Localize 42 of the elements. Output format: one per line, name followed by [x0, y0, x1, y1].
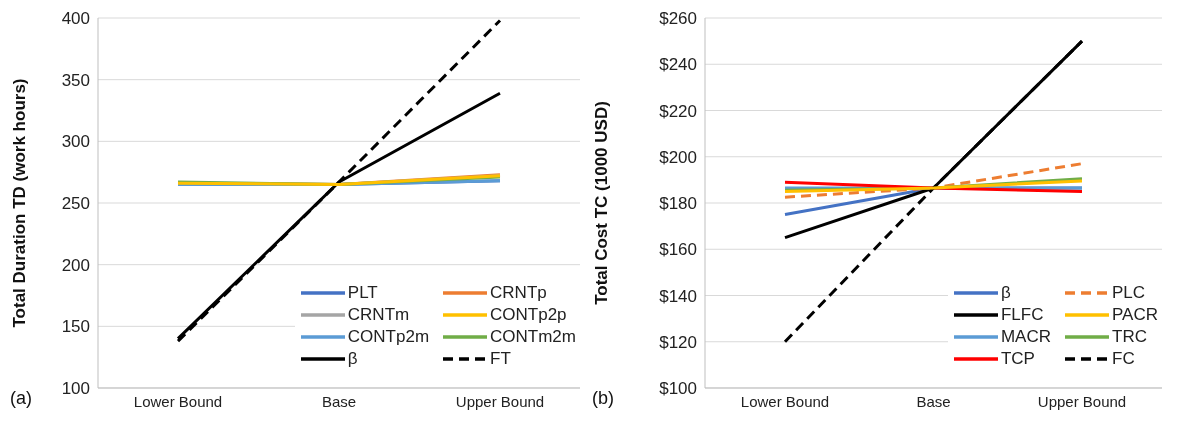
y-tick-label: $200	[659, 147, 697, 167]
x-tick-label: Upper Bound	[455, 392, 545, 410]
legend-label: CONTp2p	[490, 305, 567, 325]
y-axis-title: Total Cost TC (1000 USD)	[592, 101, 612, 305]
y-tick-label: $120	[659, 332, 697, 352]
legend-label: PACR	[1112, 305, 1158, 325]
legend-label: β	[347, 349, 358, 369]
y-tick-label: $160	[659, 240, 697, 260]
x-tick-label: Base	[321, 392, 357, 410]
legend-label: CONTp2m	[347, 327, 430, 347]
y-tick-label: 150	[61, 317, 90, 337]
legend-label: PLC	[1112, 283, 1146, 303]
x-tick-label: Lower Bound	[133, 392, 223, 410]
y-tick-label: $140	[659, 286, 697, 306]
y-tick-label: $240	[659, 55, 697, 75]
legend-label: FT	[490, 349, 511, 369]
y-tick-label: $220	[659, 101, 697, 121]
legend-label: CRNTm	[347, 305, 410, 325]
y-tick-label: $100	[659, 379, 697, 399]
x-tick-label: Base	[916, 392, 951, 410]
text: (b)	[592, 388, 614, 409]
y-tick-label: $260	[659, 9, 697, 29]
x-tick-label: Upper Bound	[1037, 392, 1127, 410]
y-tick-label: 200	[61, 255, 90, 275]
legend-label: FC	[1112, 349, 1135, 369]
y-tick-label: $180	[659, 194, 697, 214]
legend-label: FLFC	[1000, 305, 1044, 325]
legend-label: CRNTp	[490, 283, 547, 303]
text: (a)	[10, 388, 32, 409]
legend-label: MACR	[1000, 327, 1052, 347]
legend-label: TRC	[1112, 327, 1147, 347]
legend-label: PLT	[347, 283, 378, 303]
y-tick-label: 400	[61, 9, 90, 29]
y-tick-label: 300	[61, 132, 90, 152]
x-tick-label: Lower Bound	[740, 392, 830, 410]
y-axis-title: Total Duration TD (work hours)	[10, 78, 30, 328]
y-tick-label: 250	[61, 194, 90, 214]
legend-label: β	[1000, 283, 1011, 303]
legend-label: CONTm2m	[490, 327, 576, 347]
y-tick-label: 350	[61, 70, 90, 90]
legend-label: TCP	[1000, 349, 1035, 369]
y-tick-label: 100	[61, 379, 90, 399]
